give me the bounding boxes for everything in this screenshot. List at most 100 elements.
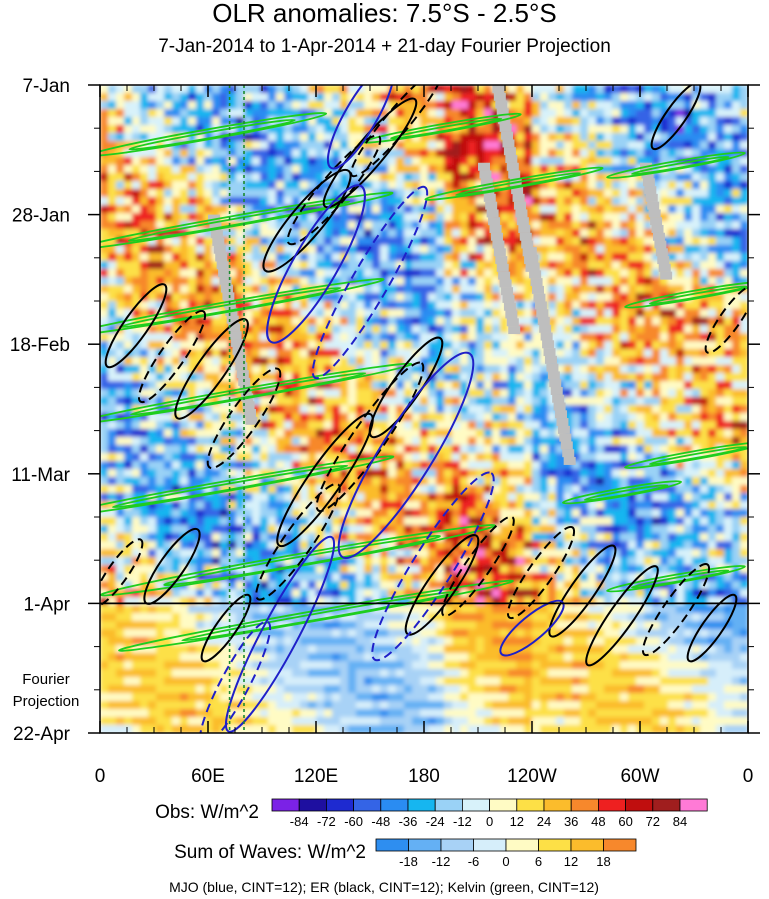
heat-cell — [644, 133, 653, 142]
heat-cell — [116, 181, 125, 190]
heat-cell — [516, 357, 525, 366]
heat-cell — [276, 205, 285, 214]
heat-cell — [476, 349, 485, 358]
heat-cell — [124, 565, 133, 574]
heat-cell — [420, 397, 429, 406]
heat-cell — [684, 461, 693, 470]
heat-cell — [196, 565, 205, 574]
heat-cell — [324, 229, 333, 238]
heat-cell — [156, 109, 165, 118]
heat-cell — [236, 117, 245, 126]
heat-cell — [684, 293, 693, 302]
heat-cell — [364, 565, 373, 574]
heat-cell — [396, 253, 405, 262]
heat-cell — [732, 365, 741, 374]
heat-cell — [380, 173, 389, 182]
heat-cell — [708, 493, 717, 502]
heat-cell — [236, 429, 245, 438]
heat-cell — [284, 477, 293, 486]
heat-cell — [588, 501, 597, 510]
heat-cell — [452, 549, 461, 558]
heat-cell — [332, 453, 341, 462]
heat-cell — [244, 133, 253, 142]
heat-cell — [628, 285, 637, 294]
heat-cell — [716, 349, 725, 358]
heat-cell — [724, 477, 733, 486]
heat-cell — [604, 397, 613, 406]
heat-cell — [684, 421, 693, 430]
heat-cell — [316, 93, 325, 102]
heat-cell — [724, 269, 733, 278]
heat-cell — [292, 117, 301, 126]
heat-cell — [228, 165, 237, 174]
heat-cell — [116, 301, 125, 310]
heat-cell — [420, 189, 429, 198]
heat-cell — [628, 509, 637, 518]
heat-cell — [324, 501, 333, 510]
heat-cell — [564, 469, 573, 478]
heat-cell — [604, 317, 613, 326]
heat-cell — [524, 525, 533, 534]
heat-cell — [732, 245, 741, 254]
heat-cell — [132, 205, 141, 214]
heat-cell — [468, 149, 477, 158]
heat-cell — [100, 221, 109, 230]
heat-cell — [660, 213, 669, 222]
heat-cell — [508, 381, 517, 390]
heat-cell — [148, 421, 157, 430]
heat-cell — [396, 509, 405, 518]
heat-cell — [124, 269, 133, 278]
heat-cell — [124, 85, 133, 94]
heat-cell — [332, 517, 341, 526]
heat-cell — [364, 261, 373, 270]
heat-cell — [172, 429, 181, 438]
heat-cell — [700, 157, 709, 166]
heat-cell — [636, 333, 645, 342]
heat-cell — [396, 493, 405, 502]
heat-cell — [532, 461, 541, 470]
heat-cell — [540, 365, 549, 374]
heat-cell — [348, 413, 357, 422]
heat-cell — [444, 261, 453, 270]
heat-cell — [428, 101, 437, 110]
heat-cell — [572, 269, 581, 278]
heat-cell — [348, 245, 357, 254]
heat-cell — [396, 181, 405, 190]
heat-cell — [420, 93, 429, 102]
heat-cell — [500, 197, 509, 206]
heat-cell — [516, 381, 525, 390]
heat-cell — [452, 269, 461, 278]
heat-cell — [468, 301, 477, 310]
heat-cell — [404, 269, 413, 278]
heat-cell — [108, 157, 117, 166]
heat-cell — [276, 453, 285, 462]
heat-cell — [100, 477, 109, 486]
heat-cell — [188, 197, 197, 206]
heat-cell — [148, 485, 157, 494]
heat-cell — [708, 445, 717, 454]
heat-cell — [412, 293, 421, 302]
heat-cell — [500, 349, 509, 358]
heat-cell — [692, 533, 701, 542]
heat-cell — [316, 341, 325, 350]
heat-cell — [452, 261, 461, 270]
heat-cell — [284, 501, 293, 510]
heat-cell — [268, 349, 277, 358]
heat-cell — [428, 269, 437, 278]
heat-cell — [628, 517, 637, 526]
heat-cell — [484, 253, 493, 262]
heat-cell — [332, 509, 341, 518]
heat-cell — [524, 333, 533, 342]
heat-cell — [420, 405, 429, 414]
heat-cell — [452, 141, 461, 150]
heat-cell — [692, 325, 701, 334]
heat-cell — [628, 109, 637, 118]
heat-cell — [116, 253, 125, 262]
heat-cell — [572, 333, 581, 342]
heat-cell — [404, 157, 413, 166]
heat-cell — [420, 525, 429, 534]
heat-cell — [164, 229, 173, 238]
heat-cell — [492, 197, 501, 206]
heat-cell — [300, 317, 309, 326]
heat-cell — [700, 333, 709, 342]
